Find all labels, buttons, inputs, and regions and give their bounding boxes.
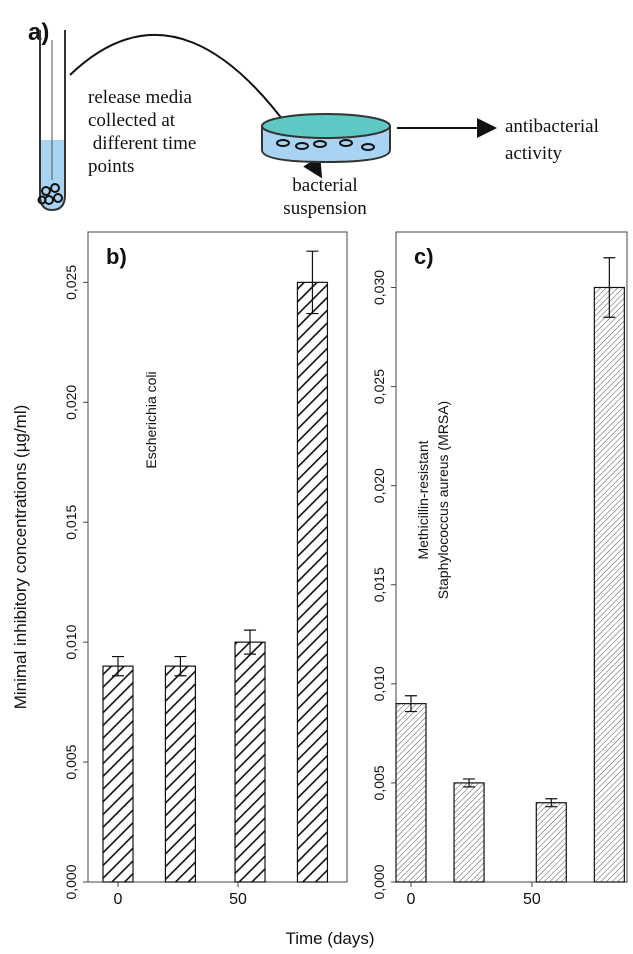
bar	[453, 782, 485, 883]
test-tube	[39, 30, 66, 212]
y-tick-label: 0,020	[371, 468, 387, 503]
y-tick-label: 0,010	[371, 666, 387, 701]
y-tick-label: 0,015	[63, 504, 79, 539]
bar	[296, 281, 329, 883]
panel-label: b)	[106, 244, 127, 269]
x-axis-label: Time (days)	[285, 929, 374, 948]
y-tick-label: 0,010	[63, 624, 79, 659]
error-bar	[112, 655, 125, 677]
bar	[164, 665, 197, 883]
y-tick-label: 0,005	[63, 744, 79, 779]
error-bar	[463, 778, 476, 788]
annotation: Staphylococcus aureus (MRSA)	[435, 401, 451, 599]
diagram: a) release media collected at different …	[28, 19, 599, 219]
text: suspension	[283, 198, 367, 219]
particles	[37, 183, 63, 205]
y-axis-label: Minimal inhibitory concentrations (µg/ml…	[11, 405, 30, 710]
x-tick-label: 0	[407, 891, 416, 908]
annotation: Methicillin-resistant	[415, 440, 431, 559]
bar	[102, 665, 134, 883]
bar	[593, 286, 625, 883]
bacteria	[276, 139, 375, 151]
panel-label: a)	[28, 19, 49, 46]
text: release media	[88, 87, 192, 108]
text: antibacterial	[505, 116, 599, 137]
bar	[395, 703, 427, 883]
y-tick-label: 0,020	[63, 385, 79, 420]
text: bacterial	[292, 175, 357, 196]
error-bar	[545, 798, 558, 808]
y-tick-label: 0,005	[371, 765, 387, 800]
petri-top	[261, 113, 391, 139]
y-tick-label: 0,000	[371, 864, 387, 899]
error-bar	[174, 655, 187, 677]
bar	[234, 641, 266, 883]
bar	[535, 802, 567, 883]
y-tick-label: 0,000	[63, 864, 79, 899]
panel-label: c)	[414, 244, 434, 269]
x-tick-label: 0	[114, 891, 123, 908]
error-bar	[244, 629, 257, 655]
annotation: Escherichia coli	[143, 371, 159, 468]
y-tick-label: 0,025	[63, 265, 79, 300]
x-tick-label: 50	[229, 891, 247, 908]
step1-text: release media collected at different tim…	[88, 87, 196, 177]
text: activity	[505, 143, 562, 164]
y-tick-label: 0,025	[371, 369, 387, 404]
text: points	[88, 156, 134, 177]
error-bar	[306, 250, 319, 315]
error-bar	[603, 257, 616, 318]
error-bar	[404, 695, 417, 713]
text: collected at	[88, 110, 176, 131]
y-tick-label: 0,030	[371, 270, 387, 305]
text: different time	[88, 133, 196, 154]
plot-frame	[395, 231, 628, 883]
y-tick-label: 0,015	[371, 567, 387, 602]
plot-frame	[87, 231, 348, 883]
x-tick-label: 50	[523, 891, 541, 908]
